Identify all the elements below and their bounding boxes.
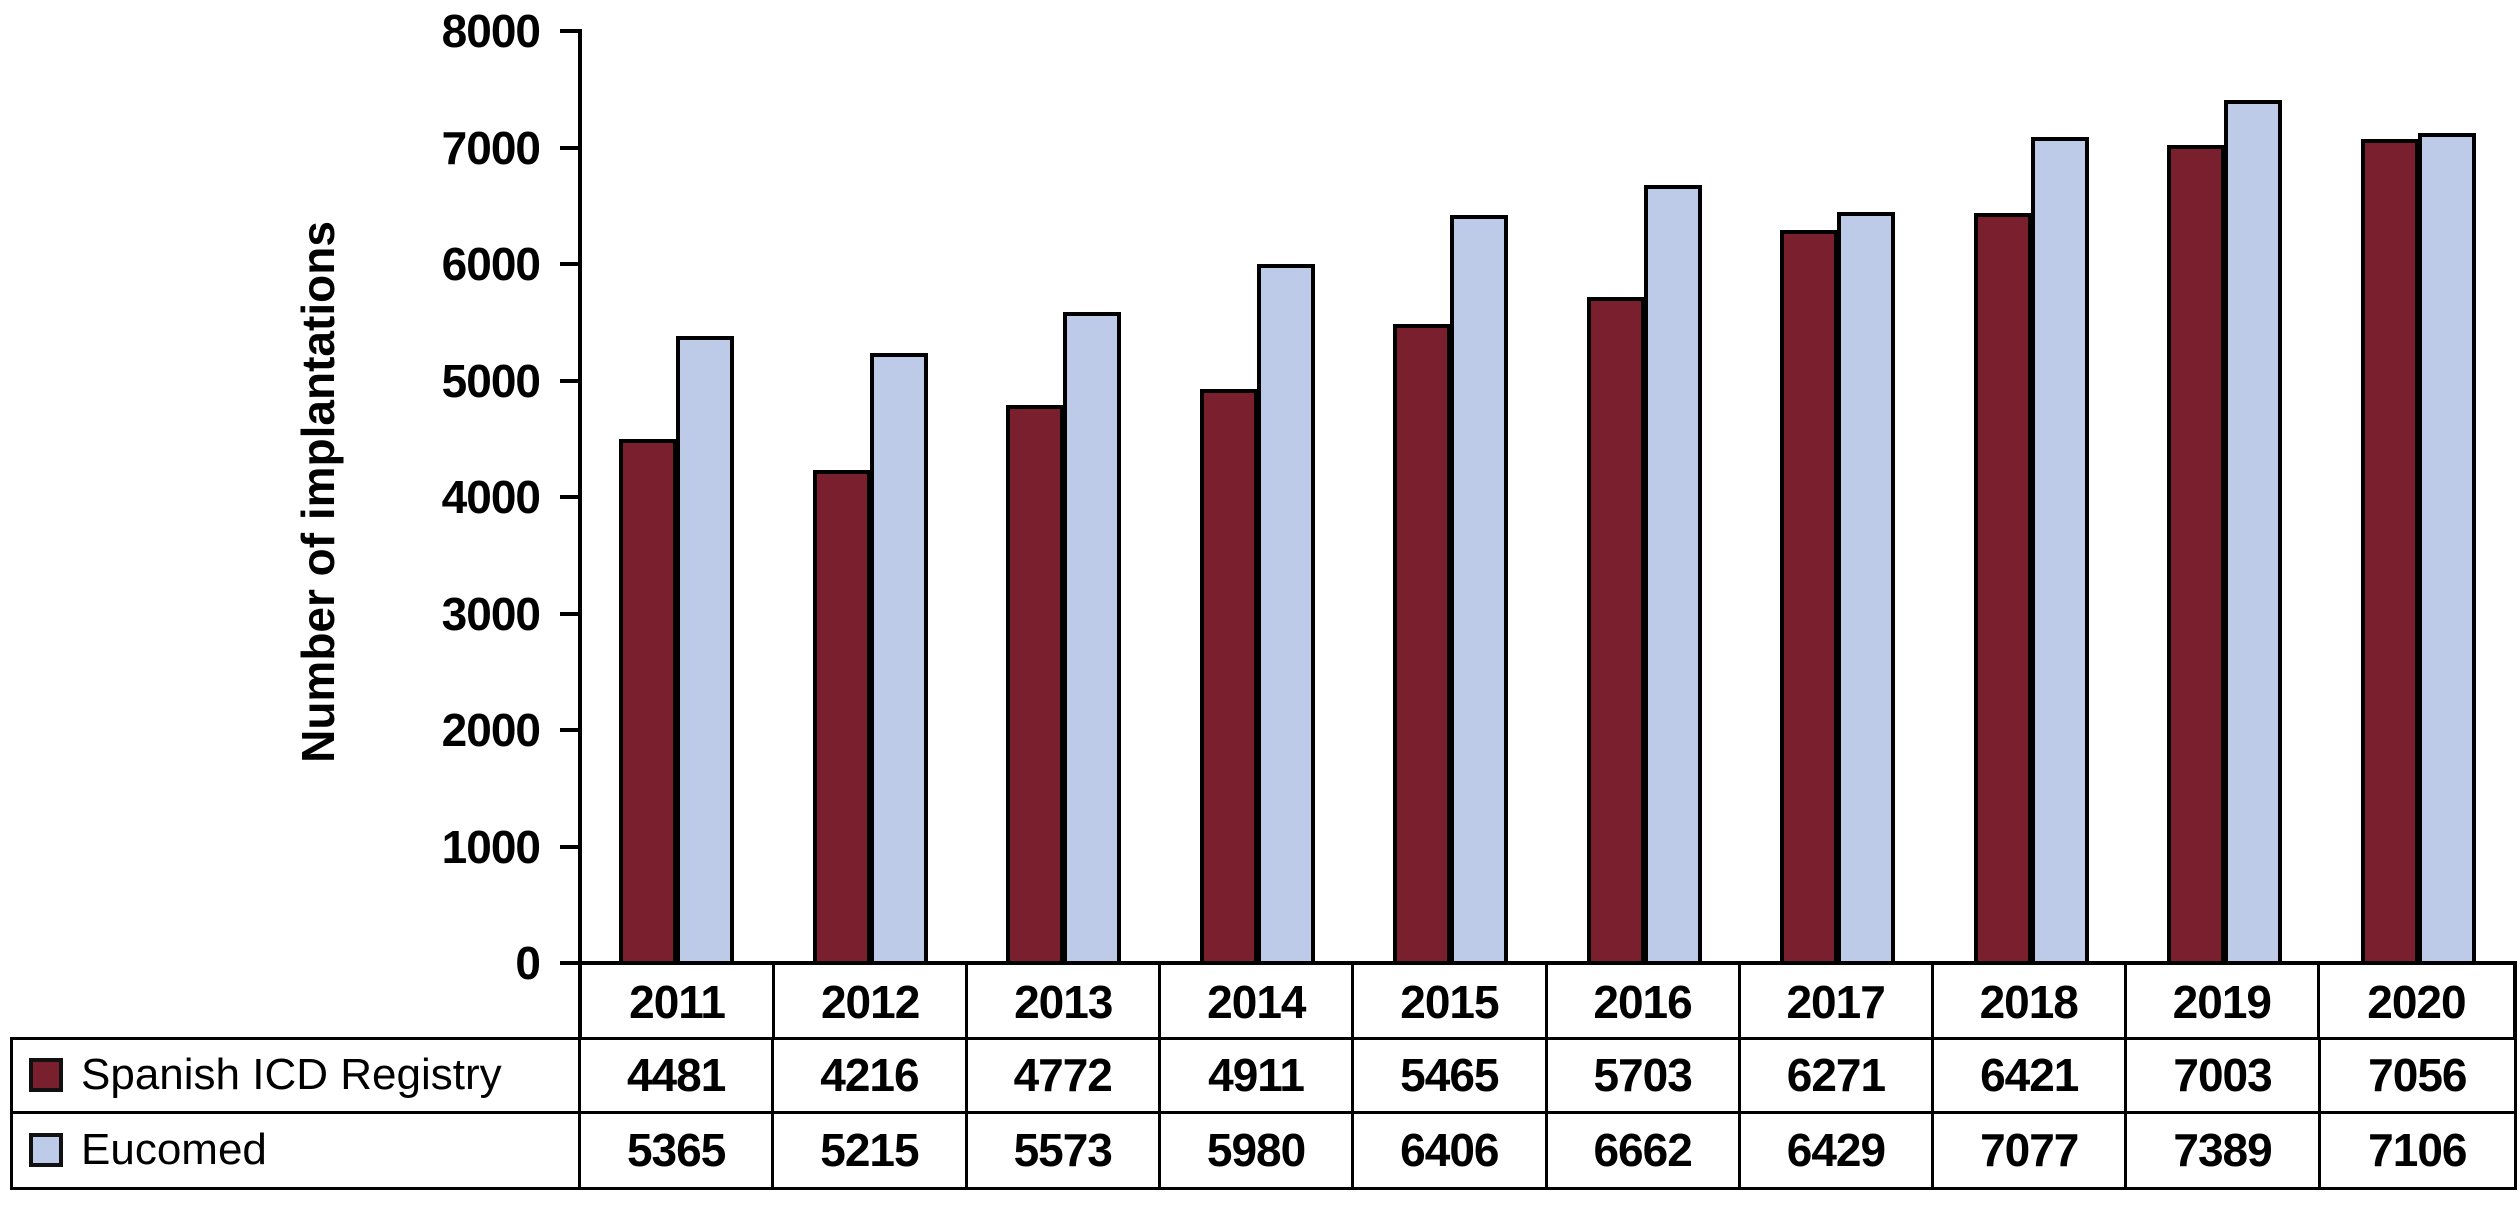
y-axis-line [578, 29, 582, 965]
year-cell: 2015 [1354, 965, 1548, 1039]
legend-cell-spanish-icd-registry: Spanish ICD Registry [13, 1040, 581, 1114]
year-cell: 2019 [2127, 965, 2320, 1039]
bar-eucomed-2013 [1063, 312, 1121, 965]
bar-eucomed-2015 [1450, 215, 1508, 965]
value-cell: 5215 [774, 1113, 968, 1187]
value-cell: 6662 [1548, 1113, 1741, 1187]
y-tick-label: 7000 [441, 121, 541, 174]
value-cell: 6429 [1741, 1113, 1935, 1187]
y-tick-mark [560, 611, 578, 616]
bar-eucomed-2012 [870, 353, 928, 965]
bar-spanish-icd-registry-2020 [2361, 139, 2419, 965]
value-cell: 5703 [1547, 1040, 1741, 1114]
value-cell: 7077 [1934, 1113, 2128, 1187]
x-axis-category-row: 2011 2012 2013 2014 2015 2016 2017 2018 2019 2020 [578, 961, 2517, 1039]
y-tick-mark [560, 145, 578, 150]
bar-eucomed-2011 [676, 336, 734, 965]
legend-cell-eucomed: Eucomed [13, 1113, 581, 1187]
y-tick-mark [560, 262, 578, 266]
year-cell: 2012 [775, 965, 969, 1039]
year-cell: 2020 [2367, 976, 2466, 1028]
bar-spanish-icd-registry-2015 [1393, 324, 1451, 965]
data-table: Spanish ICD Registry 4481 4216 4772 4911 5465… [10, 1037, 2517, 1190]
spanish-icd-registry-legend-swatch-icon [29, 1058, 63, 1093]
y-tick-label: 8000 [441, 5, 541, 57]
bar-eucomed-2014 [1257, 264, 1315, 965]
value-cell: 7003 [2127, 1040, 2321, 1114]
bar-spanish-icd-registry-2014 [1200, 389, 1258, 965]
value-cell: 7389 [2127, 1113, 2321, 1187]
bar-spanish-icd-registry-2011 [619, 439, 677, 965]
y-tick-label: 0 [515, 937, 541, 989]
y-tick-label: 3000 [441, 587, 541, 640]
y-tick-mark [560, 495, 578, 499]
value-cell: 6271 [1740, 1040, 1935, 1114]
value-cell: 4911 [1160, 1040, 1355, 1114]
year-cell: 2011 [582, 965, 776, 1039]
y-tick-label: 2000 [441, 704, 541, 756]
bar-eucomed-2016 [1644, 185, 1702, 965]
y-tick-mark [560, 378, 578, 383]
y-tick-mark [560, 961, 578, 965]
bar-eucomed-2017 [1837, 212, 1895, 965]
y-tick-mark [560, 728, 578, 732]
y-tick-mark [560, 844, 578, 849]
series-name: Spanish ICD Registry [81, 1050, 502, 1100]
value-cell: 5465 [1354, 1040, 1548, 1114]
value-cell: 5365 [581, 1113, 775, 1187]
value-cell: 6421 [1934, 1040, 2128, 1114]
value-cell: 4216 [774, 1040, 968, 1114]
value-cell: 5980 [1161, 1113, 1355, 1187]
year-cell: 2018 [1934, 965, 2127, 1039]
value-cell: 4772 [967, 1040, 1161, 1114]
bar-spanish-icd-registry-2018 [1974, 213, 2032, 965]
year-cell: 2016 [1548, 965, 1741, 1039]
bar-spanish-icd-registry-2012 [813, 470, 871, 965]
bar-spanish-icd-registry-2013 [1006, 405, 1064, 965]
eucomed-legend-swatch-icon [29, 1133, 63, 1168]
bar-eucomed-2020 [2418, 133, 2476, 965]
value-cell: 5573 [968, 1113, 1161, 1187]
value-cell: 7056 [2320, 1040, 2514, 1114]
bar-spanish-icd-registry-2016 [1587, 297, 1645, 965]
y-tick-mark [560, 29, 578, 33]
y-tick-label: 4000 [441, 471, 541, 523]
y-tick-label: 5000 [441, 354, 541, 407]
bar-spanish-icd-registry-2017 [1780, 230, 1838, 965]
series-name: Eucomed [81, 1125, 267, 1175]
year-cell: 2017 [1741, 965, 1934, 1039]
year-cell: 2013 [968, 965, 1162, 1039]
bar-spanish-icd-registry-2019 [2167, 145, 2225, 965]
y-tick-label: 1000 [441, 820, 541, 873]
value-cell: 6406 [1354, 1113, 1548, 1187]
bar-eucomed-2018 [2031, 137, 2089, 965]
y-tick-label: 6000 [441, 238, 541, 290]
year-cell: 2014 [1161, 965, 1355, 1039]
bar-eucomed-2019 [2224, 100, 2282, 965]
value-cell: 4481 [581, 1040, 775, 1114]
value-cell: 7106 [2368, 1124, 2467, 1177]
